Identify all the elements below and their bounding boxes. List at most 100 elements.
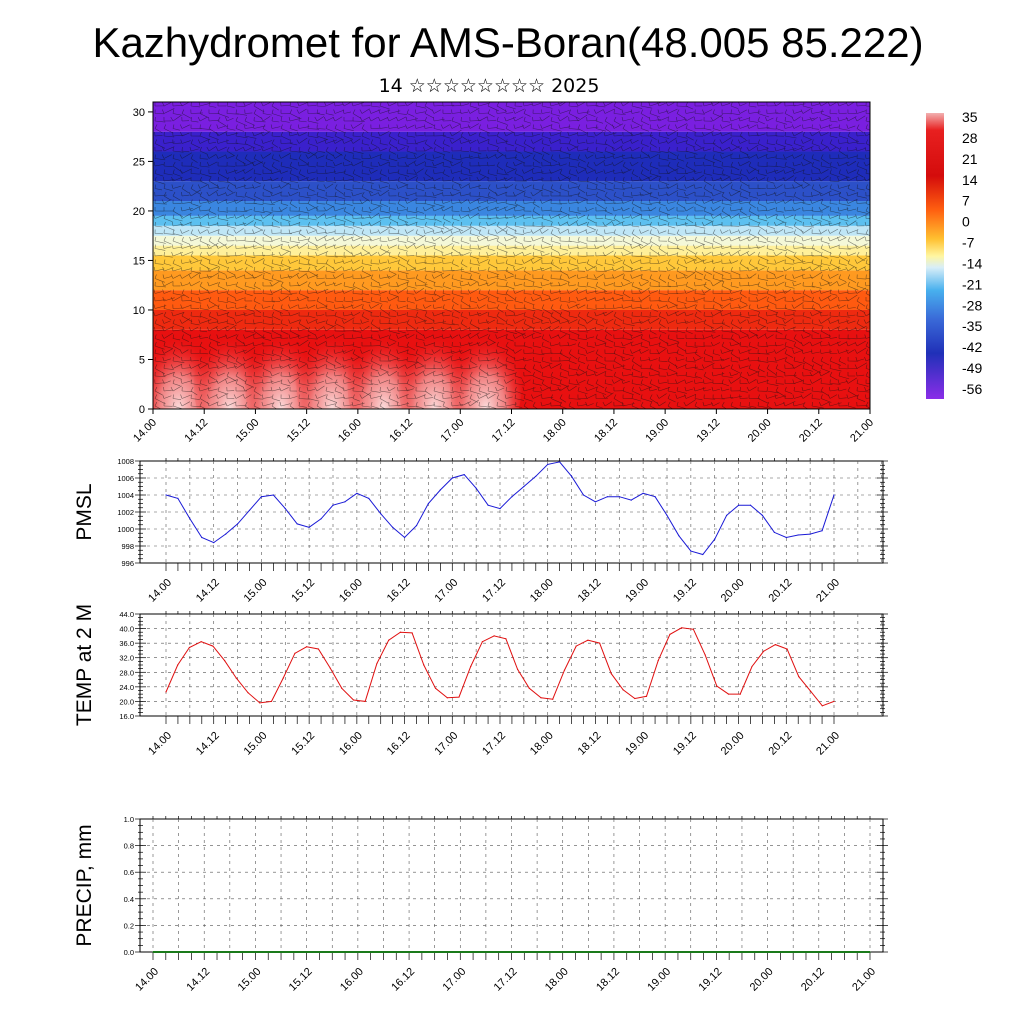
wind-barb	[721, 146, 730, 152]
wind-barb	[181, 318, 191, 324]
wind-barb-flag	[388, 146, 392, 152]
wind-barb	[685, 156, 696, 159]
wind-barb	[784, 195, 794, 198]
wind-barb	[406, 175, 418, 182]
wind-barb-flag	[603, 169, 606, 174]
wind-barb	[253, 274, 263, 279]
wind-barb	[244, 308, 255, 312]
wind-barb	[379, 240, 388, 243]
wind-barb	[208, 304, 216, 309]
wind-barb-flag	[306, 319, 309, 324]
wind-barb	[271, 255, 284, 259]
wind-barb	[181, 229, 190, 234]
wind-barb	[334, 188, 344, 195]
wind-barb-flag	[748, 304, 751, 309]
wind-barb	[325, 183, 334, 189]
wind-barb-flag	[586, 176, 589, 182]
wind-barb-flag	[406, 236, 409, 242]
wind-barb-flag	[486, 206, 489, 212]
wind-barb-flag	[721, 199, 723, 204]
wind-barb	[559, 240, 572, 242]
wind-barb	[559, 157, 569, 159]
wind-barb-flag	[811, 244, 815, 249]
wind-barb	[559, 292, 568, 294]
wind-barb-flag	[234, 221, 237, 227]
wind-barb	[703, 173, 712, 176]
wind-barb-flag	[271, 259, 274, 264]
wind-barb	[424, 218, 437, 221]
wind-barb	[523, 270, 531, 276]
wind-barb-flag	[198, 296, 201, 302]
wind-barb-flag	[855, 146, 858, 152]
wind-barb	[694, 143, 702, 148]
wind-barb-flag	[674, 176, 678, 182]
wind-barb	[406, 285, 417, 289]
wind-barb	[838, 203, 851, 207]
wind-barb	[433, 262, 442, 264]
wind-barb	[379, 105, 390, 110]
wind-barb	[244, 102, 252, 107]
wind-barb	[199, 330, 208, 333]
wind-barb-flag	[766, 229, 768, 234]
wind-barb	[163, 308, 175, 312]
wind-barb	[163, 135, 175, 138]
wind-barb-flag	[567, 229, 570, 234]
wind-barb-flag	[306, 191, 309, 197]
wind-barb-flag	[667, 124, 670, 129]
wind-barb-flag	[370, 139, 374, 144]
wind-barb-flag	[190, 214, 192, 219]
wind-barb-flag	[306, 206, 309, 212]
wind-barb-flag	[567, 304, 570, 309]
wind-barb	[757, 203, 766, 208]
wind-barb-flag	[415, 311, 419, 317]
wind-barb-flag	[586, 131, 588, 137]
wind-barb	[541, 124, 553, 129]
wind-barb	[712, 300, 723, 307]
wind-barb-flag	[595, 319, 598, 324]
wind-barb	[532, 133, 541, 137]
wind-barb	[865, 157, 870, 159]
wind-barb-flag	[577, 161, 580, 167]
wind-barb	[802, 330, 811, 335]
wind-barb-flag	[179, 319, 183, 324]
wind-barb-flag	[467, 131, 471, 137]
wind-barb	[406, 135, 416, 138]
wind-barb	[613, 180, 625, 185]
wind-barb	[451, 120, 460, 125]
wind-barb	[496, 308, 504, 313]
wind-barb-flag	[334, 169, 336, 174]
wind-barb	[316, 281, 325, 287]
wind-barb-flag	[676, 244, 679, 249]
wind-barb-flag	[379, 102, 382, 107]
wind-barb	[451, 248, 461, 254]
wind-barb-flag	[541, 311, 544, 317]
wind-barb	[856, 195, 868, 199]
wind-barb	[721, 165, 734, 168]
wind-barb	[226, 188, 234, 193]
wind-barb-flag	[746, 236, 750, 242]
wind-barb	[559, 163, 567, 167]
wind-barb-flag	[604, 146, 607, 152]
wind-barb-flag	[630, 244, 633, 249]
wind-barb	[730, 145, 740, 152]
wind-barb-flag	[361, 236, 363, 242]
wind-barb	[793, 116, 801, 122]
wind-barb	[649, 248, 660, 256]
wind-barb-flag	[360, 221, 363, 227]
wind-barb-flag	[602, 221, 606, 227]
wind-barb-flag	[541, 184, 544, 189]
wind-barb	[604, 297, 614, 302]
wind-barb	[280, 268, 289, 272]
wind-barb-flag	[738, 116, 741, 122]
wind-barb-flag	[296, 281, 300, 287]
wind-barb	[307, 171, 316, 174]
wind-barb	[712, 177, 722, 182]
wind-barb-flag	[604, 116, 608, 122]
wind-barb-flag	[594, 326, 597, 332]
wind-barb	[766, 150, 775, 153]
wind-barb	[820, 113, 831, 118]
wind-barb-flag	[341, 319, 345, 324]
wind-barb-flag	[711, 259, 714, 264]
wind-barb-flag	[361, 139, 364, 144]
wind-barb-flag	[261, 139, 264, 144]
